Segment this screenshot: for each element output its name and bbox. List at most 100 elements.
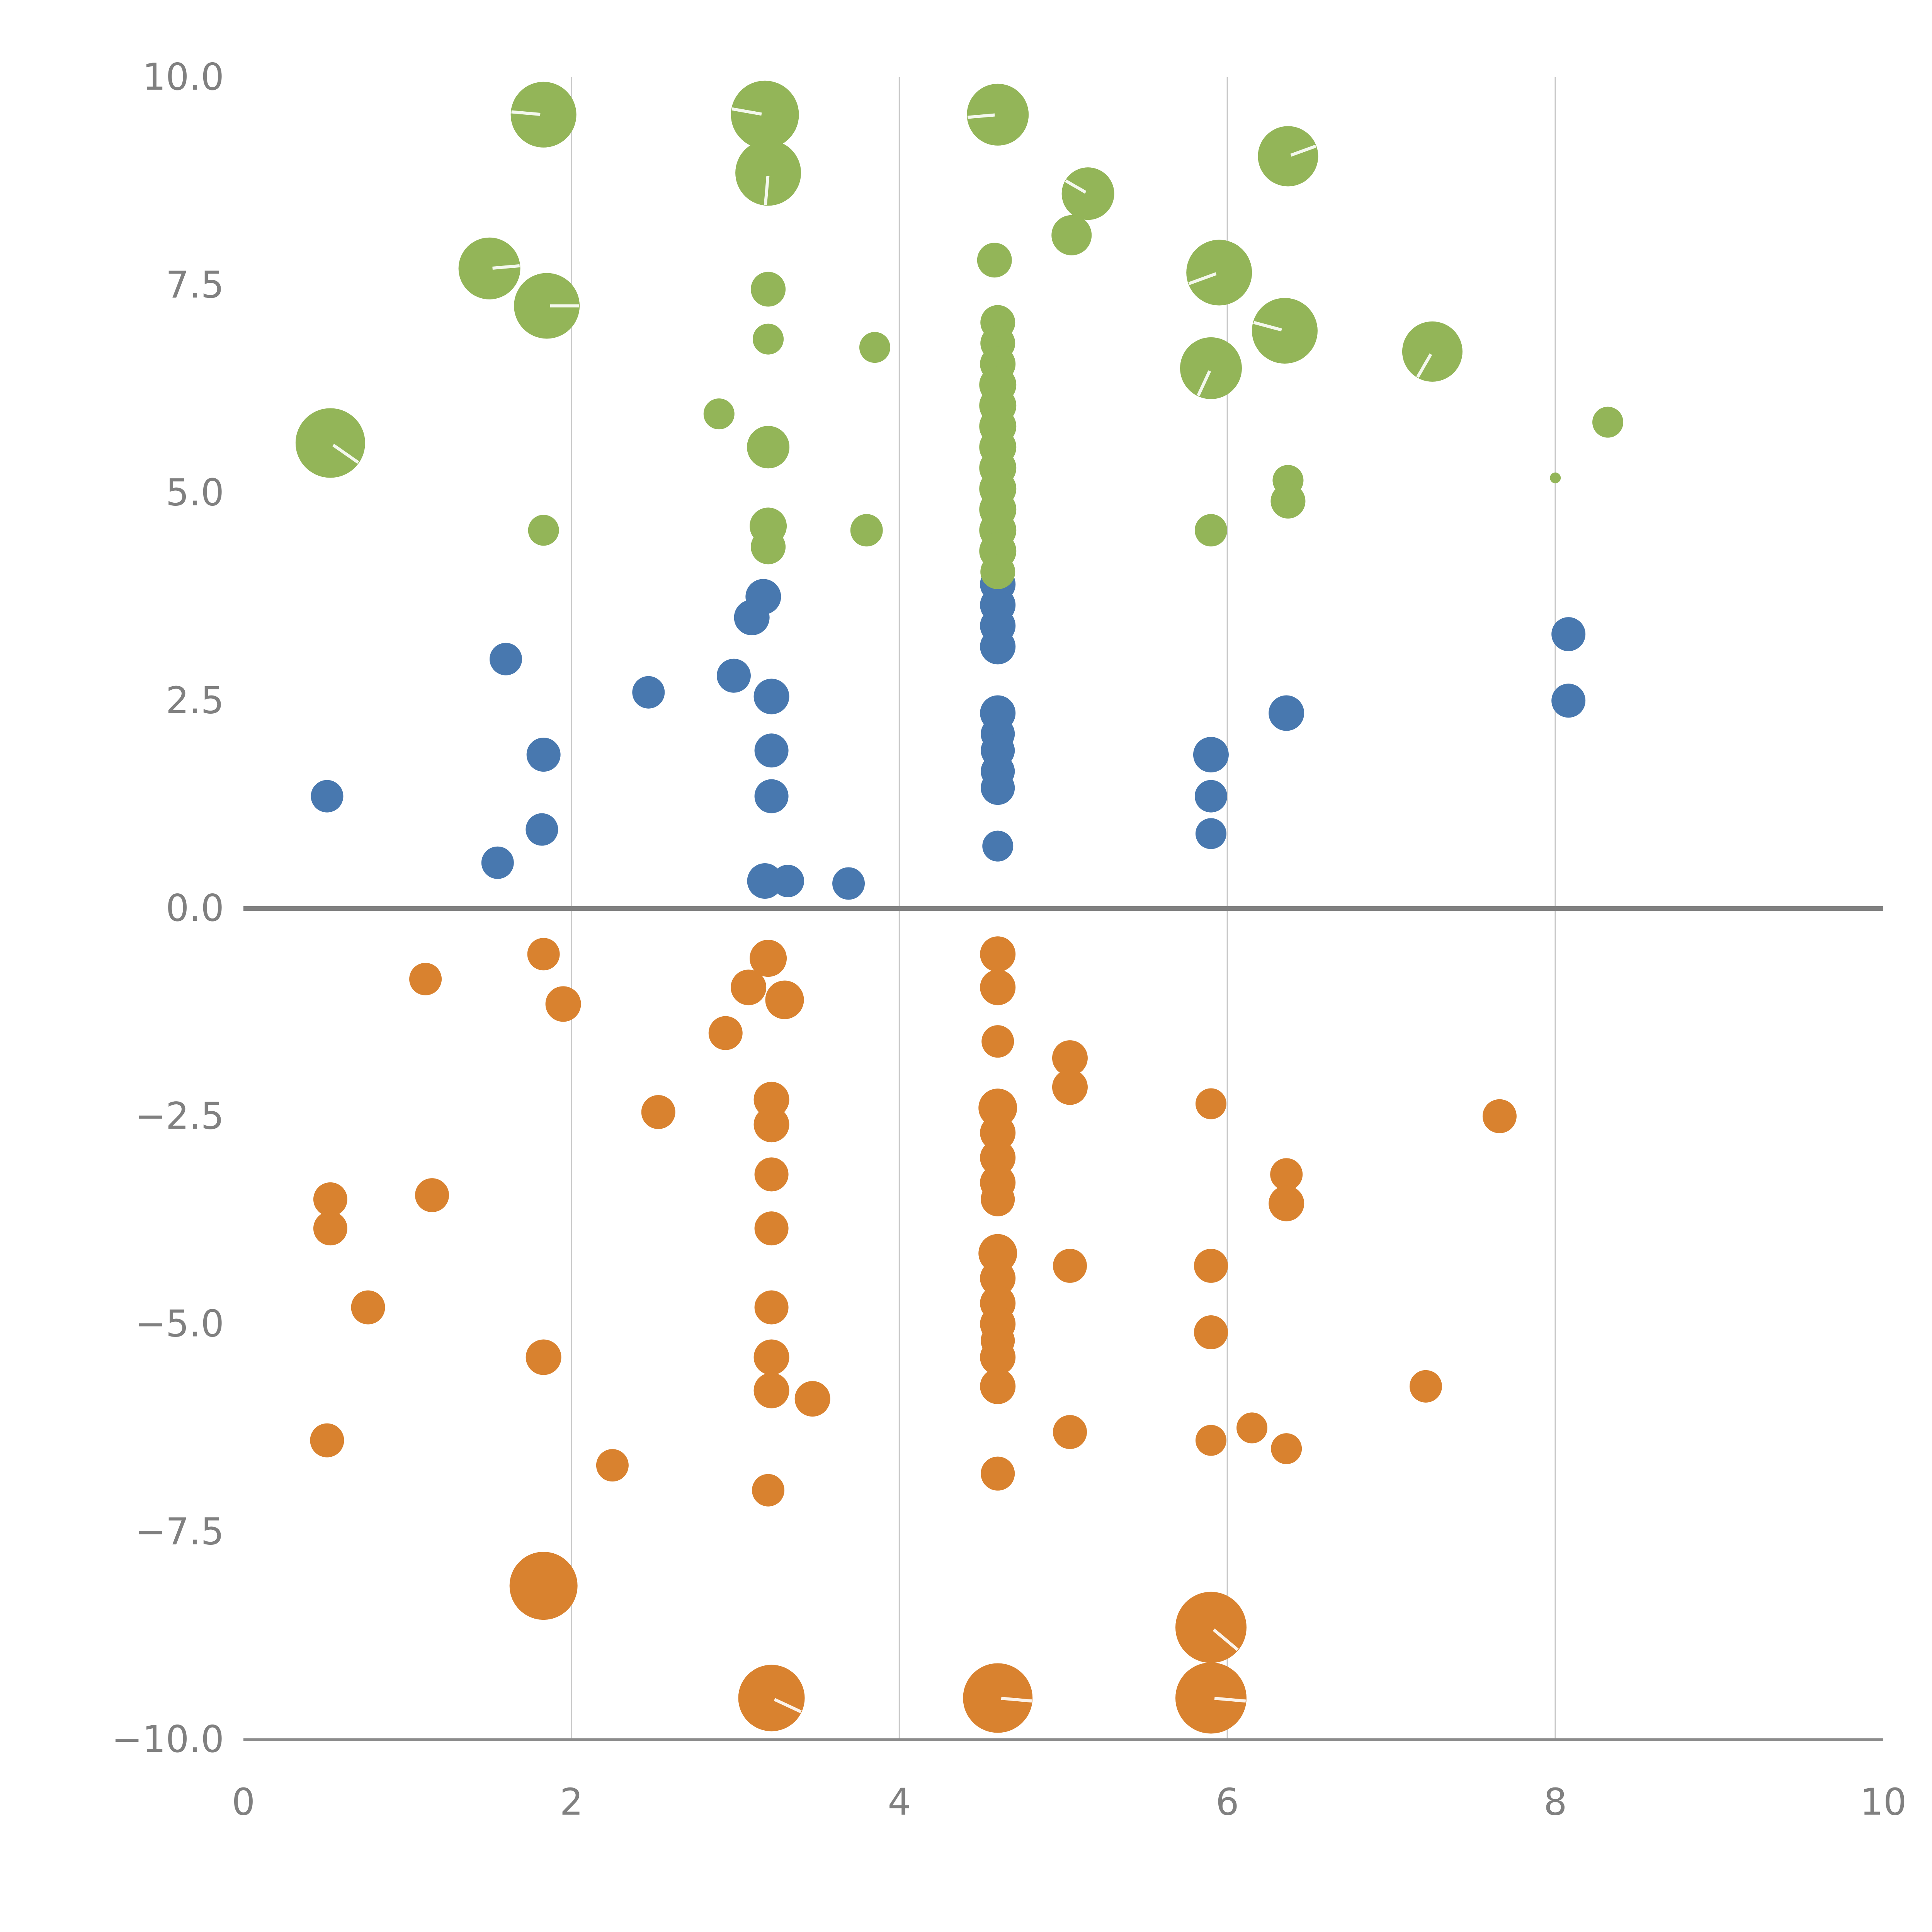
y-tick-label: −2.5 (135, 1095, 224, 1138)
data-point-orange (409, 963, 442, 995)
data-point-orange (738, 1665, 805, 1731)
data-point-blue (980, 629, 1016, 665)
y-tick-label: 10.0 (142, 56, 224, 99)
data-point-orange (313, 1182, 347, 1216)
data-point-green (1194, 514, 1227, 547)
data-point-orange (750, 940, 787, 977)
data-point-orange (415, 1178, 449, 1213)
data-point-orange (981, 1025, 1014, 1058)
x-tick-label: 10 (1860, 1781, 1907, 1824)
data-point-orange (1194, 1248, 1228, 1283)
data-point-blue (1195, 818, 1226, 849)
data-point-green (967, 83, 1029, 146)
data-point-orange (313, 1211, 347, 1246)
data-point-green (1592, 406, 1624, 438)
bubble-tick-mark (1290, 145, 1316, 157)
data-point-blue (526, 738, 561, 772)
data-point-green (735, 140, 801, 206)
y-tick-label: −5.0 (135, 1303, 224, 1345)
data-point-green (850, 514, 883, 547)
data-point-orange (754, 1290, 789, 1325)
data-point-blue (754, 779, 789, 813)
data-point-orange (1409, 1370, 1442, 1403)
data-point-blue (981, 771, 1015, 805)
data-point-orange (1482, 1099, 1517, 1133)
y-tick-label: −10.0 (112, 1718, 224, 1761)
data-point-orange (509, 1552, 578, 1620)
data-point-green (751, 529, 786, 565)
data-point-green (1402, 321, 1463, 382)
data-point-orange (1175, 1592, 1247, 1663)
data-point-orange (794, 1381, 830, 1417)
bubble-tick-mark (1213, 1628, 1239, 1651)
x-tick-label: 4 (888, 1781, 911, 1824)
data-point-orange (351, 1290, 385, 1325)
x-tick-label: 8 (1544, 1781, 1567, 1824)
data-point-orange (978, 1234, 1017, 1273)
data-point-orange (980, 1339, 1016, 1375)
data-point-blue (526, 813, 558, 846)
data-point-orange (545, 986, 581, 1022)
data-point-orange (526, 1339, 561, 1375)
bubble-tick-mark (967, 113, 995, 119)
data-point-green (528, 515, 559, 546)
data-point-orange (1236, 1412, 1268, 1444)
data-point-orange (980, 1260, 1016, 1296)
data-point-green (1270, 484, 1306, 519)
data-point-green (747, 426, 790, 469)
data-point-blue (481, 846, 514, 879)
data-point-orange (1195, 1088, 1226, 1119)
data-point-orange (1053, 1415, 1087, 1449)
bubble-tick-mark (1214, 1697, 1246, 1703)
data-point-green (295, 408, 365, 478)
data-point-blue (1551, 617, 1586, 651)
bubble-tick-mark (1188, 272, 1217, 285)
data-point-green (1180, 337, 1242, 399)
data-point-green (1252, 298, 1318, 364)
data-point-green (1051, 215, 1092, 255)
data-point-orange (1195, 1425, 1226, 1456)
data-point-green (1061, 167, 1114, 220)
data-point-orange (754, 1211, 789, 1246)
data-point-orange (752, 1474, 785, 1507)
data-point-orange (963, 1663, 1033, 1733)
data-point-blue (772, 865, 804, 898)
y-tick-label: 5.0 (166, 472, 224, 514)
x-tick-label: 2 (560, 1781, 583, 1824)
data-point-orange (754, 1157, 789, 1192)
data-point-orange (980, 1140, 1016, 1176)
data-point-orange (1270, 1158, 1303, 1191)
data-point-green (859, 332, 890, 363)
data-point-blue (311, 780, 344, 813)
data-point-blue (753, 679, 789, 714)
bubble-tick-mark (1253, 321, 1282, 332)
bubble-tick-mark (764, 176, 770, 205)
bubble-tick-mark (774, 1698, 802, 1713)
data-point-orange (708, 1016, 743, 1050)
data-point-orange (978, 1088, 1017, 1128)
y-tick-label: −7.5 (135, 1510, 224, 1553)
data-point-orange (753, 1339, 789, 1375)
data-point-green (751, 272, 786, 307)
bubble-tick-mark (1197, 370, 1211, 396)
data-point-orange (980, 1368, 1016, 1404)
data-point-orange (980, 936, 1016, 972)
data-point-green (703, 398, 735, 430)
data-point-orange (1053, 1248, 1087, 1283)
data-point-blue (1269, 695, 1304, 731)
data-point-orange (731, 969, 767, 1005)
data-point-blue (832, 867, 865, 900)
bubble-tick-mark (492, 264, 520, 270)
data-point-blue (745, 579, 781, 615)
data-point-orange (527, 938, 560, 971)
data-point-orange (980, 1115, 1016, 1151)
data-point-orange (641, 1095, 675, 1129)
data-point-orange (1271, 1433, 1302, 1464)
data-point-blue (1193, 737, 1229, 773)
data-point-blue (754, 733, 789, 768)
data-point-blue (1194, 780, 1227, 813)
data-point-green (514, 273, 580, 339)
data-point-green (1186, 240, 1252, 306)
